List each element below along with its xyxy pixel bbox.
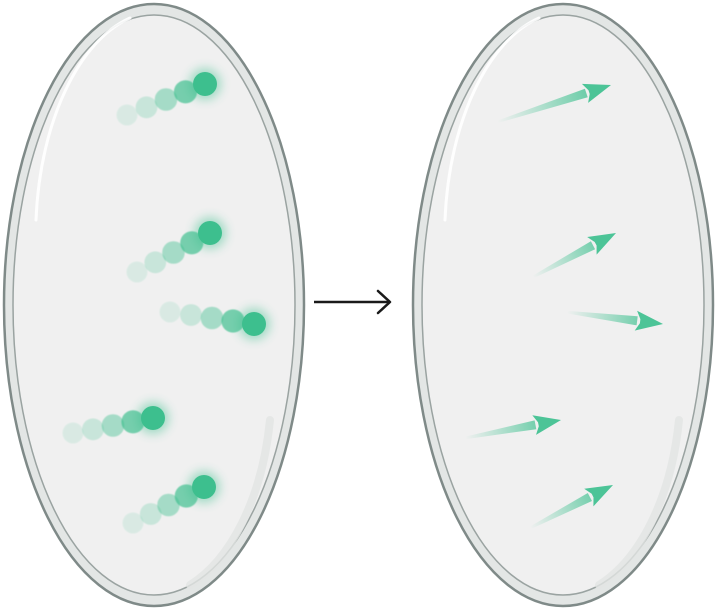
particle-trail-dot xyxy=(157,493,180,517)
particle-trail-dot xyxy=(126,261,148,283)
particle-trail-dot xyxy=(139,503,162,525)
motion-arrows xyxy=(464,83,663,530)
particle-head xyxy=(198,221,222,245)
particle-trail xyxy=(126,217,226,283)
particle-head xyxy=(242,312,266,336)
dish-highlight xyxy=(443,16,541,222)
particle-trail-dot xyxy=(101,414,125,437)
petri-dish-left xyxy=(2,2,306,608)
arrow-head xyxy=(532,415,561,435)
particle-trail-dot xyxy=(62,422,84,444)
arrow-shaft xyxy=(496,88,588,124)
particle-trail-dot xyxy=(162,241,185,264)
motion-arrow xyxy=(532,233,616,279)
petri-dish-right xyxy=(411,2,715,608)
dish-shadow xyxy=(186,416,274,589)
arrow-head xyxy=(581,83,611,103)
particle-trail-dot xyxy=(180,231,204,255)
dish-inner xyxy=(12,14,296,596)
arrow-shaft xyxy=(529,493,592,530)
particle-head xyxy=(141,406,165,430)
arrow-head xyxy=(584,485,613,507)
particle-trail xyxy=(122,471,220,534)
particle-head xyxy=(193,72,217,96)
particle-trail-dot xyxy=(180,304,202,326)
particle-trails xyxy=(62,68,270,534)
particle-trail-dot xyxy=(174,484,198,508)
particle-trail-dot xyxy=(173,80,198,104)
dish-shadow xyxy=(595,416,683,589)
particle-trail-dot xyxy=(122,512,144,534)
particle-trail-dot xyxy=(116,104,138,126)
arrow-head xyxy=(634,310,663,331)
particle-trail xyxy=(116,68,221,126)
particle-trail xyxy=(159,301,270,340)
particle-trail-dot xyxy=(200,306,224,330)
dish-highlight xyxy=(34,16,132,222)
particle-trail xyxy=(62,402,169,444)
particle-trail-dot xyxy=(221,309,245,333)
arrow-head xyxy=(587,233,616,255)
right-arrow-icon xyxy=(314,289,392,315)
particle-head xyxy=(192,475,216,499)
arrow-shaft xyxy=(565,310,638,326)
particle-trail-dot xyxy=(154,88,178,111)
arrow-shaft xyxy=(464,420,537,440)
particle-trail-dot xyxy=(82,418,104,441)
particle-trail-dot xyxy=(144,251,167,274)
motion-arrow xyxy=(565,310,663,331)
connector-head xyxy=(376,289,392,315)
dish-inner xyxy=(421,14,705,596)
motion-arrow xyxy=(496,83,611,124)
particle-trail-dot xyxy=(135,96,158,119)
particle-trail-dot xyxy=(121,410,145,434)
arrow-shaft xyxy=(532,241,596,279)
motion-arrow xyxy=(529,485,613,530)
particle-trail-dot xyxy=(159,301,181,323)
motion-arrow xyxy=(464,415,561,440)
